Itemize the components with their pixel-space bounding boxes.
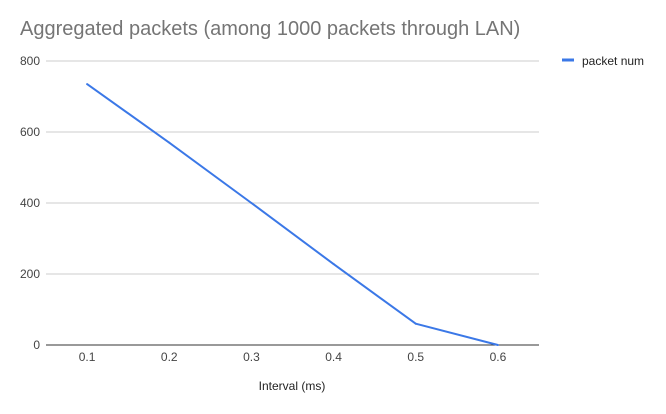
x-tick-label-0.6: 0.6 <box>490 350 507 364</box>
x-axis-title: Interval (ms) <box>259 379 326 393</box>
gridlines <box>46 60 539 346</box>
y-tick-label-0: 0 <box>33 338 40 352</box>
y-tick-label-400: 400 <box>20 196 40 210</box>
x-axis-ticks: 0.1 0.2 0.3 0.4 0.5 0.6 <box>79 350 507 364</box>
data-point-0.4 <box>332 263 335 266</box>
data-point-0.2 <box>168 141 171 144</box>
x-tick-label-0.4: 0.4 <box>325 350 342 364</box>
data-point-0.1 <box>86 83 89 86</box>
data-point-0.3 <box>250 202 253 204</box>
x-tick-label-0.2: 0.2 <box>161 350 178 364</box>
series-lines <box>86 83 499 346</box>
data-point-0.5 <box>414 322 417 325</box>
x-tick-label-0.1: 0.1 <box>79 350 96 364</box>
y-axis-ticks: 0 200 400 600 800 <box>20 54 40 352</box>
legend-swatch-packet-num <box>562 58 574 62</box>
legend: packet num <box>562 54 644 68</box>
chart-title: Aggregated packets (among 1000 packets t… <box>20 18 521 40</box>
x-tick-label-0.3: 0.3 <box>243 350 260 364</box>
legend-label-packet-num: packet num <box>582 54 644 68</box>
y-tick-label-600: 600 <box>20 125 40 139</box>
y-tick-label-200: 200 <box>20 267 40 281</box>
x-tick-label-0.5: 0.5 <box>407 350 424 364</box>
series-line-packet-num <box>86 83 499 346</box>
y-tick-label-800: 800 <box>20 54 40 68</box>
data-point-0.6 <box>496 344 499 346</box>
